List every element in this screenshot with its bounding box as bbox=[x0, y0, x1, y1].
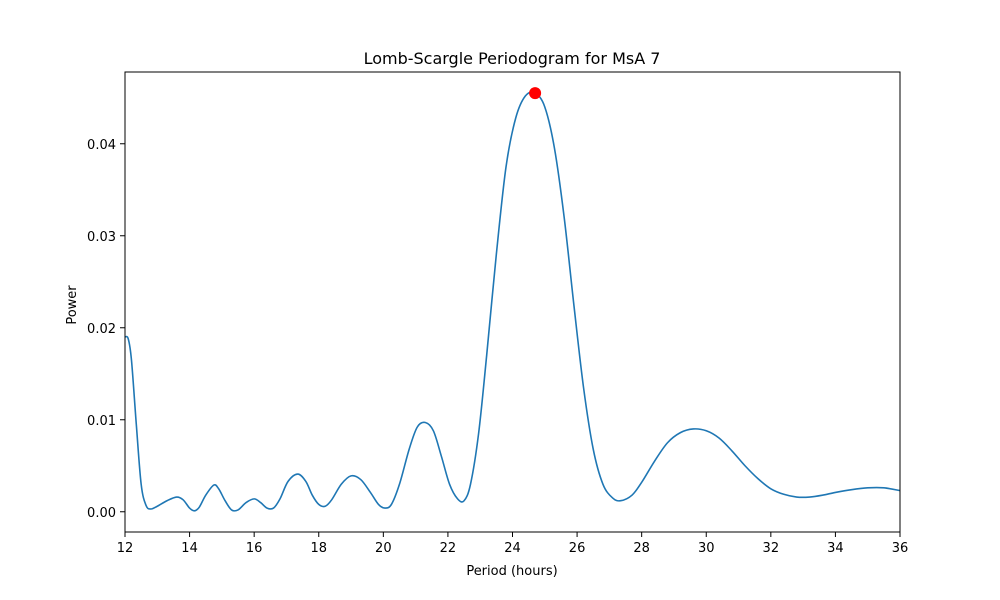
x-tick-label: 34 bbox=[827, 541, 844, 556]
y-axis-label: Power bbox=[65, 285, 80, 325]
x-tick-label: 28 bbox=[633, 541, 650, 556]
y-tick-label: 0.02 bbox=[87, 322, 116, 337]
x-tick-label: 30 bbox=[698, 541, 715, 556]
x-tick-label: 12 bbox=[117, 541, 134, 556]
power-series-line bbox=[124, 91, 901, 512]
x-tick-label: 16 bbox=[246, 541, 263, 556]
chart-title: Lomb-Scargle Periodogram for MsA 7 bbox=[364, 49, 661, 68]
y-tick-label: 0.00 bbox=[87, 506, 116, 521]
y-tick-label: 0.03 bbox=[87, 230, 116, 245]
x-tick-label: 22 bbox=[440, 541, 457, 556]
x-axis-label: Period (hours) bbox=[466, 564, 557, 579]
x-tick-label: 26 bbox=[569, 541, 586, 556]
y-tick-label: 0.04 bbox=[87, 138, 116, 153]
x-tick-label: 32 bbox=[763, 541, 780, 556]
x-tick-label: 36 bbox=[892, 541, 909, 556]
x-tick-label: 20 bbox=[375, 541, 392, 556]
y-axis-ticks: 0.00 0.01 0.02 0.03 0.04 bbox=[87, 138, 125, 521]
x-axis-ticks: 12 14 16 18 20 22 24 26 28 30 32 34 36 bbox=[117, 532, 909, 556]
x-tick-label: 18 bbox=[310, 541, 327, 556]
y-tick-label: 0.01 bbox=[87, 414, 116, 429]
x-tick-label: 24 bbox=[504, 541, 521, 556]
peak-marker bbox=[529, 87, 542, 100]
plot-frame bbox=[124, 71, 901, 533]
x-tick-label: 14 bbox=[181, 541, 198, 556]
